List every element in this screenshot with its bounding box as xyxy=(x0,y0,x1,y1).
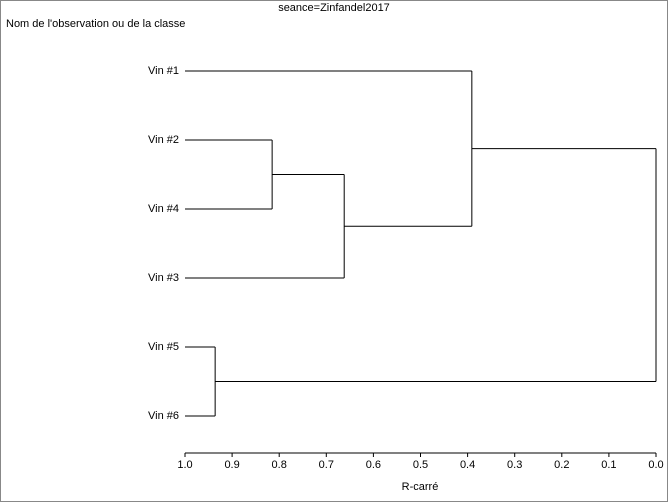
x-tick-label: 0.0 xyxy=(648,459,663,471)
x-tick-label: 0.7 xyxy=(319,459,334,471)
x-tick-label: 0.6 xyxy=(366,459,381,471)
x-tick-label: 0.4 xyxy=(460,459,475,471)
x-tick-label: 1.0 xyxy=(177,459,192,471)
leaf-label: Vin #4 xyxy=(148,203,179,215)
y-axis-label: Nom de l'observation ou de la classe xyxy=(6,18,185,30)
x-tick-label: 0.5 xyxy=(413,459,428,471)
leaf-label: Vin #6 xyxy=(148,410,179,422)
x-tick-label: 0.3 xyxy=(507,459,522,471)
x-tick-label: 0.2 xyxy=(554,459,569,471)
leaf-label: Vin #5 xyxy=(148,341,179,353)
x-tick-label: 0.8 xyxy=(272,459,287,471)
leaf-label: Vin #3 xyxy=(148,272,179,284)
chart-title: seance=Zinfandel2017 xyxy=(278,2,390,14)
x-tick-label: 0.9 xyxy=(224,459,239,471)
leaf-label: Vin #1 xyxy=(148,65,179,77)
leaf-label: Vin #2 xyxy=(148,134,179,146)
x-tick-label: 0.1 xyxy=(601,459,616,471)
x-axis-label: R-carré xyxy=(402,481,439,493)
